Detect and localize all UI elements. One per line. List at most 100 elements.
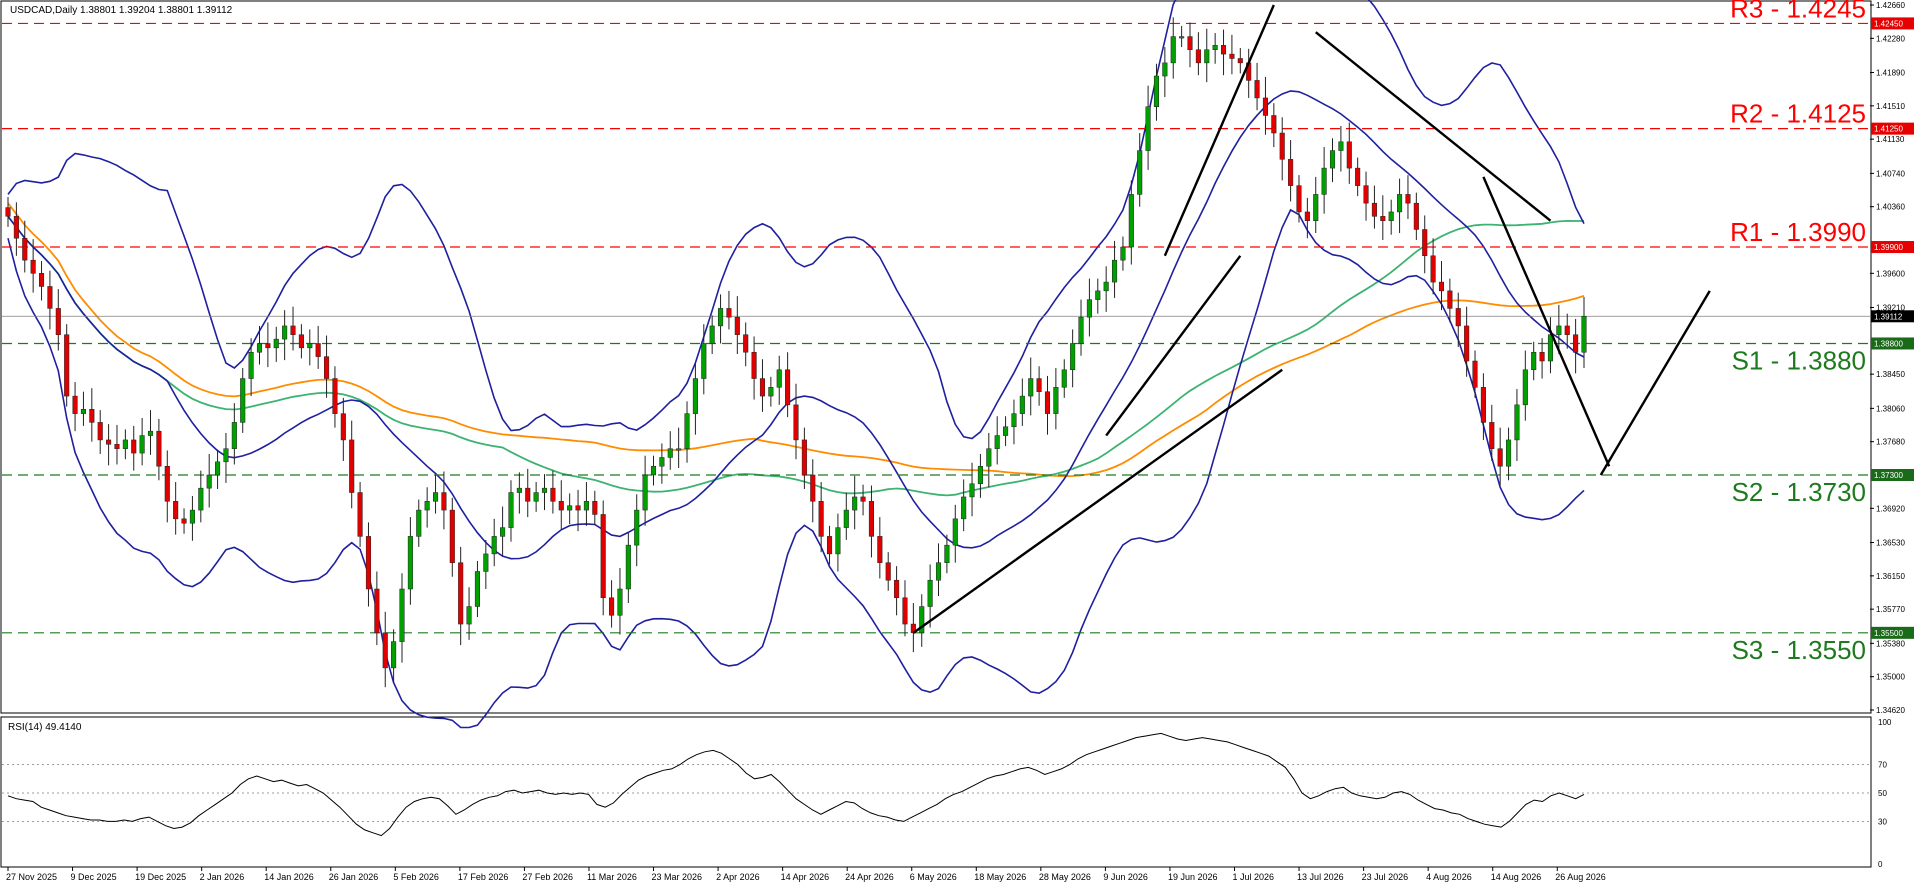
- trendline-up-3: [1163, 4, 1275, 257]
- price-tick-label: 1.41510: [1876, 102, 1905, 111]
- candle-body: [751, 351, 757, 379]
- rsi-tick-label: 0: [1878, 860, 1883, 869]
- candle-body: [1329, 150, 1336, 169]
- candle-body: [424, 501, 430, 511]
- chart-title: USDCAD,Daily 1.38801 1.39204 1.38801 1.3…: [10, 5, 233, 16]
- level-price-tag: [1871, 626, 1914, 639]
- candle-body: [5, 207, 11, 217]
- date-label: 17 Feb 2026: [458, 872, 509, 882]
- candle-body: [290, 325, 296, 335]
- candle-body: [30, 259, 36, 274]
- date-label: 1 Jul 2026: [1233, 872, 1275, 882]
- candle-body: [600, 514, 606, 599]
- candle-body: [156, 430, 162, 467]
- candle-body: [919, 606, 925, 634]
- candle-body: [952, 518, 958, 546]
- candle-body: [500, 527, 506, 537]
- level-price-tag-text: 1.37300: [1874, 471, 1903, 480]
- candle-body: [1388, 211, 1394, 221]
- candle-body: [743, 334, 749, 353]
- candle-body: [248, 351, 254, 379]
- candle-body: [131, 439, 137, 454]
- price-tick-label: 1.36150: [1876, 572, 1905, 581]
- candle-body: [265, 343, 271, 349]
- candle-body: [525, 487, 531, 502]
- current-price-tag: [1871, 310, 1914, 323]
- candle-body: [1170, 36, 1176, 64]
- level-label-support: S1 - 1.3880: [1732, 345, 1866, 375]
- price-tick-label: 1.35770: [1876, 605, 1905, 614]
- candle-body: [1279, 132, 1285, 160]
- candle-body: [1229, 53, 1235, 59]
- candle-body: [642, 474, 648, 511]
- candle-body: [340, 413, 346, 441]
- level-label-support: S3 - 1.3550: [1732, 635, 1866, 665]
- candle-body: [550, 487, 556, 502]
- candle-body: [1179, 36, 1185, 39]
- date-label: 9 Jun 2026: [1103, 872, 1148, 882]
- candle-body: [1120, 246, 1126, 261]
- candle-body: [1573, 334, 1579, 353]
- candle-body: [1145, 106, 1151, 151]
- level-price-tag: [1871, 17, 1914, 30]
- candle-body: [843, 509, 849, 528]
- candle-body: [173, 501, 179, 520]
- candle-body: [818, 501, 824, 537]
- candle-body: [1564, 325, 1570, 335]
- candle-body: [273, 338, 279, 349]
- candle-body: [97, 422, 103, 441]
- candle-body: [902, 597, 908, 625]
- bollinger-lower: [7, 208, 1585, 729]
- date-label: 4 Aug 2026: [1426, 872, 1472, 882]
- trendline-up-1: [912, 368, 1283, 634]
- candle-body: [189, 509, 195, 524]
- candle-body: [47, 286, 53, 309]
- candle-body: [256, 343, 263, 353]
- candle-body: [1053, 387, 1059, 414]
- candle-body: [1363, 185, 1369, 204]
- date-label: 14 Aug 2026: [1491, 872, 1542, 882]
- rsi-panel: [0, 716, 1872, 868]
- candle-body: [1028, 378, 1034, 397]
- candle-body: [416, 509, 422, 537]
- level-price-tag-text: 1.39900: [1874, 243, 1903, 252]
- candle-body: [357, 492, 363, 537]
- date-label: 27 Feb 2026: [522, 872, 573, 882]
- candle-body: [885, 562, 891, 581]
- date-label: 13 Jul 2026: [1297, 872, 1344, 882]
- candle-body: [533, 492, 539, 502]
- candle-body: [567, 505, 573, 511]
- date-label: 26 Jan 2026: [329, 872, 379, 882]
- candle-body: [432, 492, 439, 502]
- candle-body: [1128, 194, 1134, 248]
- candle-body: [650, 465, 657, 476]
- level-price-tag: [1871, 469, 1914, 481]
- candle-body: [1262, 97, 1268, 116]
- candle-body: [164, 465, 170, 502]
- candle-body: [1321, 167, 1327, 195]
- candle-body: [365, 536, 372, 590]
- candle-body: [1296, 185, 1302, 213]
- candle-body: [575, 505, 581, 511]
- candle-body: [1472, 360, 1478, 388]
- candle-body: [198, 487, 204, 511]
- candle-body: [449, 509, 455, 563]
- candle-body: [1355, 167, 1361, 186]
- level-label-resistance: R3 - 1.4245: [1730, 0, 1866, 23]
- candle-body: [541, 487, 548, 493]
- candle-body: [1220, 45, 1227, 55]
- price-tick-label: 1.38060: [1876, 404, 1905, 413]
- candle-body: [106, 439, 112, 445]
- candle-body: [558, 501, 564, 511]
- price-tick-label: 1.39600: [1876, 269, 1905, 278]
- candle-body: [1061, 369, 1067, 388]
- candle-body: [701, 343, 707, 379]
- price-panel: [0, 0, 1872, 714]
- price-tick-label: 1.41130: [1876, 135, 1905, 144]
- price-tick-label: 1.42660: [1876, 1, 1905, 10]
- candle-body: [466, 606, 472, 625]
- price-tick-label: 1.39210: [1876, 304, 1905, 313]
- candle-body: [1212, 45, 1218, 50]
- moving-average-green: [7, 215, 1584, 497]
- level-price-tag-text: 1.38800: [1874, 339, 1903, 348]
